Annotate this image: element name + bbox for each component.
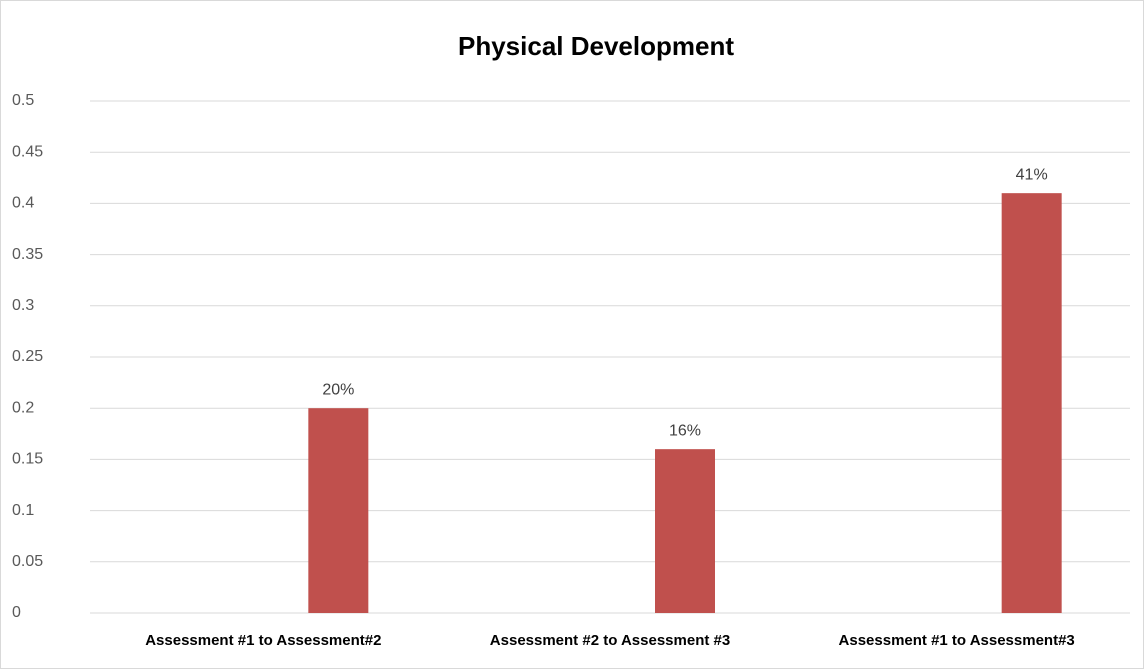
y-tick-label: 0.5: [12, 92, 34, 109]
x-tick-label: Assessment #2 to Assessment #3: [490, 632, 730, 649]
y-tick-label: 0.3: [12, 297, 34, 314]
y-tick-label: 0.05: [12, 553, 43, 570]
value-label: 20%: [322, 381, 354, 398]
y-tick-label: 0.4: [12, 195, 34, 212]
y-tick-label: 0.25: [12, 348, 43, 365]
value-label: 41%: [1016, 166, 1048, 183]
value-label: 16%: [669, 422, 701, 439]
x-tick-label: Assessment #1 to Assessment#3: [839, 632, 1075, 649]
bar: [655, 449, 715, 613]
chart-title: Physical Development: [458, 31, 734, 61]
bar: [308, 408, 369, 613]
y-tick-label: 0.35: [12, 246, 43, 263]
bar: [1001, 193, 1062, 613]
y-tick-label: 0.45: [12, 143, 43, 160]
y-tick-label: 0.2: [12, 399, 34, 416]
y-tick-label: 0.1: [12, 502, 34, 519]
x-tick-label: Assessment #1 to Assessment#2: [145, 632, 381, 649]
y-tick-label: 0: [12, 604, 21, 621]
y-tick-label: 0.15: [12, 451, 43, 468]
